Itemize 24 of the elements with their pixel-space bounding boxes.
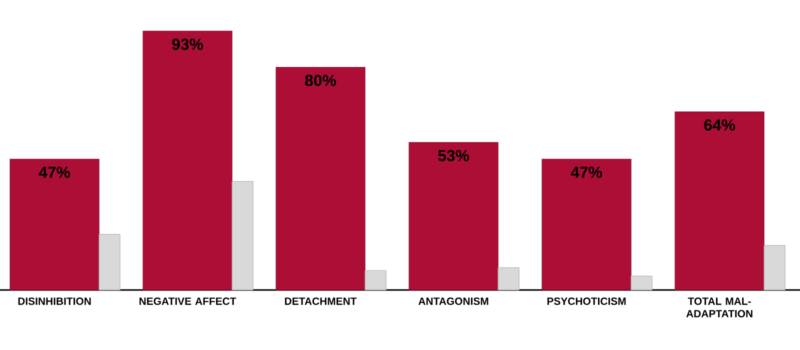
bar [674, 112, 764, 290]
bar [142, 30, 232, 290]
data-label: 47% [38, 166, 70, 178]
bar [408, 142, 498, 290]
x-tick-label: TOTAL MAL-ADAPTATION [686, 298, 752, 318]
bar [364, 270, 386, 290]
bar [630, 276, 652, 290]
bar [542, 158, 632, 290]
x-tick-label: NEGATIVE AFFECT [140, 298, 236, 305]
x-tick-label: DISINHIBITION [18, 298, 91, 305]
x-tick-label: ANTAGONISM [418, 298, 488, 305]
bar [276, 66, 366, 290]
bar [498, 267, 520, 290]
bar [764, 245, 786, 290]
x-tick-label: DETACHMENT [285, 298, 357, 305]
data-label: 93% [172, 38, 204, 50]
data-label: 53% [438, 150, 470, 162]
data-label: 64% [704, 119, 736, 131]
bar [232, 181, 254, 290]
data-label: 80% [305, 74, 336, 86]
data-label: 47% [570, 166, 602, 178]
bar [98, 234, 120, 290]
bar [10, 158, 100, 290]
x-tick-label: PSYCHOTICISM [547, 298, 626, 305]
